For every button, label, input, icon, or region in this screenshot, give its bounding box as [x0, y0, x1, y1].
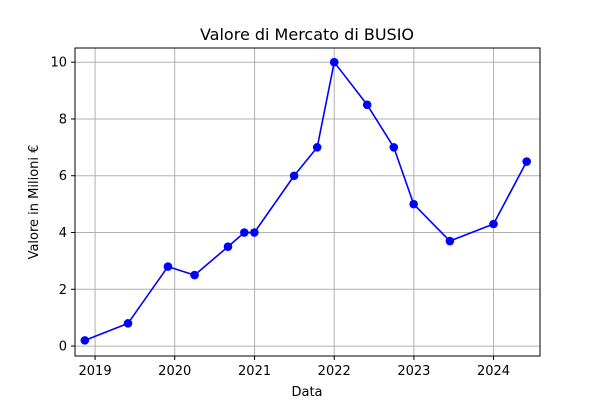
data-point — [409, 199, 418, 209]
data-point — [289, 171, 299, 181]
plot-frame — [74, 47, 541, 357]
y-tick-label: 10 — [50, 56, 67, 71]
x-axis-label: Data — [291, 385, 322, 400]
data-point — [389, 143, 399, 152]
y-tick-label: 0 — [59, 340, 67, 355]
x-tick-label: 2020 — [158, 364, 191, 379]
data-point — [362, 100, 372, 110]
x-axis: 2019 2020 2021 2022 2023 2024 — [79, 356, 510, 379]
data-point — [445, 236, 455, 246]
data-point — [190, 270, 199, 280]
x-tick-label: 2022 — [318, 364, 351, 379]
data-point — [329, 57, 339, 67]
y-axis: 0 2 4 6 8 10 — [50, 56, 75, 355]
x-tick-label: 2019 — [79, 364, 112, 379]
data-point — [123, 319, 133, 328]
data-point — [240, 228, 249, 237]
data-point — [223, 242, 233, 252]
chart-title: Valore di Mercato di BUSIO — [200, 25, 414, 44]
x-tick-label: 2023 — [397, 364, 430, 379]
series-layer — [80, 57, 531, 345]
data-point — [80, 336, 90, 345]
y-tick-label: 6 — [59, 169, 67, 184]
x-tick-label: 2024 — [477, 364, 510, 379]
x-tick-label: 2021 — [238, 364, 271, 379]
data-point — [250, 228, 259, 237]
y-tick-label: 8 — [59, 112, 67, 127]
y-axis-label: Valore in Milioni € — [27, 145, 42, 260]
y-tick-label: 2 — [59, 283, 67, 298]
series-line — [84, 61, 528, 342]
y-tick-label: 4 — [59, 226, 67, 241]
data-point — [489, 219, 498, 229]
grid — [75, 48, 540, 356]
data-point — [163, 262, 173, 271]
data-point — [312, 143, 322, 152]
data-point — [522, 157, 531, 166]
